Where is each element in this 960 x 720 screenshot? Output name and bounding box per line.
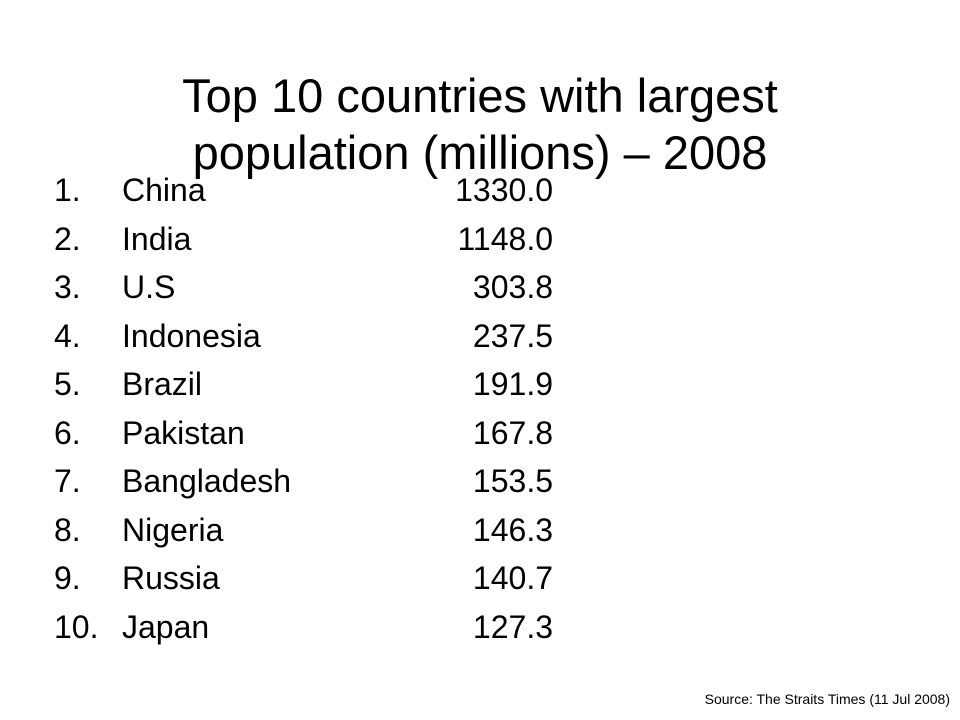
population-value: 1148.0	[457, 220, 554, 257]
list-item: 10. Japan 127.3	[54, 603, 574, 652]
rank-number: 1.	[54, 172, 81, 208]
list-item: 4. Indonesia 237.5	[54, 312, 574, 361]
country-name: Pakistan	[122, 414, 245, 451]
population-ranking-list: 1. China 1330.0 2. India 1148.0 3. U.S 3…	[54, 166, 574, 651]
list-item: 3. U.S 303.8	[54, 263, 574, 312]
country-name: Nigeria	[122, 511, 224, 548]
population-value: 140.7	[472, 560, 553, 596]
country-name: Russia	[122, 560, 220, 596]
list-item: 8. Nigeria 146.3	[54, 506, 574, 555]
rank-number: 8.	[54, 511, 81, 548]
list-item: 9. Russia 140.7	[54, 554, 574, 603]
rank-number: 3.	[54, 269, 81, 305]
population-value: 127.3	[472, 608, 553, 645]
list-item: 1. China 1330.0	[54, 166, 574, 215]
list-item: 6. Pakistan 167.8	[54, 409, 574, 458]
country-name: U.S	[122, 269, 176, 305]
country-name: Japan	[122, 608, 210, 645]
list-item: 7. Bangladesh 153.5	[54, 457, 574, 506]
slide-title-line-2: population (millions) – 2008	[192, 126, 768, 180]
rank-number: 5.	[54, 366, 81, 402]
population-value: 146.3	[472, 511, 553, 548]
list-item: 2. India 1148.0	[54, 215, 574, 264]
source-note: Source: The Straits Times (11 Jul 2008)	[704, 691, 950, 707]
rank-number: 7.	[54, 463, 81, 499]
rank-number: 2.	[54, 220, 81, 257]
rank-number: 4.	[54, 317, 81, 354]
rank-number: 9.	[54, 560, 81, 596]
country-name: India	[122, 220, 192, 257]
population-value: 191.9	[472, 366, 553, 402]
slide-title: Top 10 countries with largest population…	[0, 67, 960, 181]
list-item: 5. Brazil 191.9	[54, 360, 574, 409]
population-value: 167.8	[472, 414, 553, 451]
slide-title-line-1: Top 10 countries with largest	[182, 69, 778, 123]
country-name: Indonesia	[122, 317, 261, 354]
population-value: 1330.0	[455, 172, 553, 208]
population-value: 237.5	[472, 317, 553, 354]
country-name: Brazil	[122, 366, 203, 402]
rank-number: 6.	[54, 414, 81, 451]
population-value: 303.8	[472, 269, 553, 305]
population-value: 153.5	[472, 463, 553, 499]
country-name: Bangladesh	[122, 463, 292, 499]
country-name: China	[122, 172, 206, 208]
rank-number: 10.	[54, 608, 99, 645]
